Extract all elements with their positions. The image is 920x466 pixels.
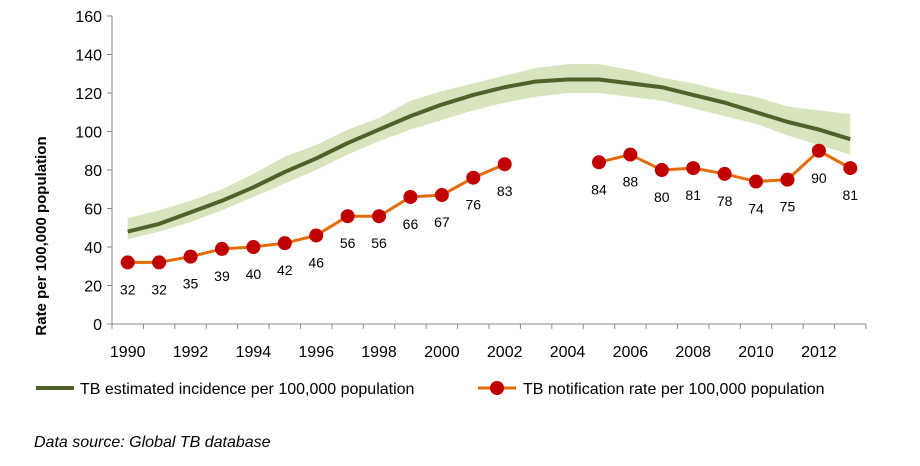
legend-swatch-notification-marker [490,381,504,395]
x-tick-label: 2004 [550,344,586,361]
notification-point [152,255,167,270]
notification-point [780,172,795,187]
notification-data-label: 32 [151,281,167,297]
notification-data-label: 40 [246,266,262,282]
notification-point [591,155,606,170]
notification-point [623,147,638,162]
legend-label-incidence: TB estimated incidence per 100,000 popul… [80,381,414,398]
incidence-line [127,77,851,234]
notification-point [120,255,135,270]
y-tick-label: 0 [93,317,102,334]
notification-data-label: 56 [340,235,356,251]
y-tick-label: 80 [84,163,102,180]
x-tick-label: 2006 [613,344,649,361]
notification-point [246,240,261,254]
x-tick-label: 2000 [424,344,460,361]
notification-data-label: 83 [497,183,513,199]
x-tick-label: 1998 [361,344,397,361]
notification-point [811,143,826,158]
notification-data-label: 84 [591,181,607,197]
y-tick-label: 40 [84,240,102,257]
notification-point [717,166,732,181]
notification-point [340,209,355,224]
notification-data-label: 75 [780,199,796,215]
notification-data-label: 67 [434,214,450,230]
notification-data-label: 56 [371,235,387,251]
x-tick-label: 2008 [675,344,711,361]
notification-point [686,161,701,176]
y-tick-label: 140 [75,48,102,65]
x-tick-label: 1992 [173,344,209,361]
notification-data-label: 74 [748,201,764,217]
notification-point [183,249,198,264]
notification-point [497,157,512,172]
y-tick-label: 20 [84,279,102,296]
incidence-uncertainty-band-layer [127,64,851,240]
notification-data-label: 90 [811,170,827,186]
notification-data-label: 42 [277,262,293,278]
y-tick-label: 60 [84,202,102,219]
notification-point [654,163,669,177]
incidence-series-layer [127,77,851,234]
notification-series-layer [120,143,858,270]
x-tick-label: 1990 [110,344,146,361]
notification-data-label: 80 [654,189,670,205]
notification-data-label: 46 [308,254,324,270]
x-tick-label: 2002 [487,344,523,361]
x-tick-label: 1994 [236,344,272,361]
x-tick-label: 1996 [298,344,334,361]
notification-point [372,209,387,224]
notification-point [214,241,229,256]
data-labels-layer: 32 32 35 39 40 42 46 56 56 66 67 76 83 84 88 80 81 78 74 75… [120,170,858,298]
notification-data-label: 81 [843,187,859,203]
legend-label-notification: TB notification rate per 100,000 populat… [523,381,825,398]
y-tick-label: 160 [75,9,102,26]
notification-data-label: 35 [183,276,199,292]
notification-data-label: 39 [214,268,230,284]
notification-point [309,228,324,243]
notification-data-label: 76 [466,197,482,213]
notification-point [749,174,764,189]
notification-point [466,170,481,185]
notification-data-label: 78 [717,193,733,209]
y-tick-label: 120 [75,86,102,103]
legend: TB estimated incidence per 100,000 popul… [36,381,825,398]
y-tick-label: 100 [75,125,102,142]
notification-data-label: 66 [403,216,419,232]
notification-data-label: 88 [623,174,639,190]
y-axis-label: Rate per 100,000 population [33,136,50,335]
x-tick-label: 2012 [801,344,837,361]
data-source-note: Data source: Global TB database [34,434,271,451]
notification-point [434,188,449,203]
notification-point [403,189,418,204]
x-tick-label: 2010 [738,344,774,361]
notification-point [277,236,292,251]
notification-data-label: 81 [685,187,701,203]
notification-point [843,161,858,176]
notification-data-label: 32 [120,281,136,297]
axes: 0 20 40 60 80 100 120 140 160 1990 1992 1994 1996 199… [75,9,867,361]
incidence-uncertainty-band [127,64,851,240]
